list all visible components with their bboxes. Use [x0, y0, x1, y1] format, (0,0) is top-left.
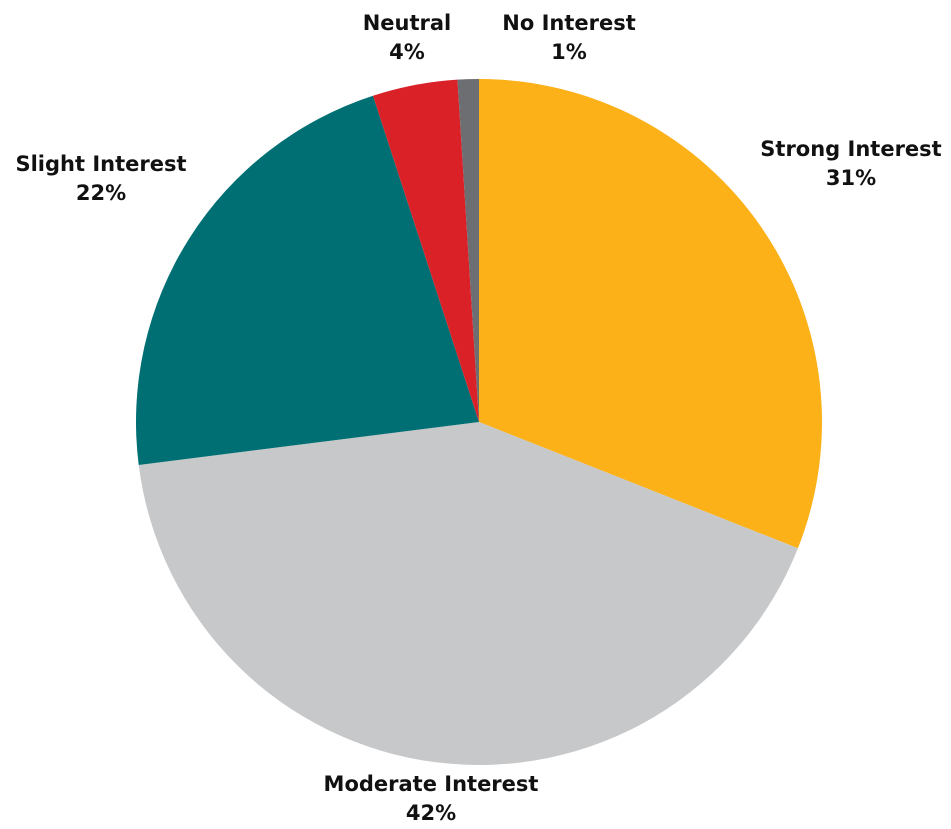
- pie-slices: [136, 79, 823, 765]
- label-neutral: Neutral 4%: [363, 11, 452, 64]
- label-slight-interest: Slight Interest 22%: [15, 152, 186, 205]
- slice-neutral: [373, 79, 479, 423]
- slice-slight-interest: [136, 95, 479, 465]
- label-moderate-interest: Moderate Interest 42%: [324, 772, 539, 825]
- label-strong-interest-value: 31%: [826, 166, 876, 190]
- label-slight-interest-name: Slight Interest: [15, 152, 186, 176]
- label-no-interest-value: 1%: [551, 40, 587, 64]
- slice-strong-interest: [479, 79, 823, 549]
- label-strong-interest-name: Strong Interest: [760, 137, 941, 161]
- label-no-interest-name: No Interest: [502, 11, 636, 35]
- slice-labels: Strong Interest 31% Moderate Interest 42% Sl…: [15, 11, 941, 825]
- label-moderate-interest-value: 42%: [406, 801, 456, 825]
- slice-no-interest: [457, 79, 479, 422]
- label-neutral-value: 4%: [389, 40, 425, 64]
- label-neutral-name: Neutral: [363, 11, 452, 35]
- label-strong-interest: Strong Interest 31%: [760, 137, 941, 190]
- label-moderate-interest-name: Moderate Interest: [324, 772, 539, 796]
- slice-moderate-interest: [138, 422, 798, 765]
- label-slight-interest-value: 22%: [76, 181, 126, 205]
- label-no-interest: No Interest 1%: [502, 11, 636, 64]
